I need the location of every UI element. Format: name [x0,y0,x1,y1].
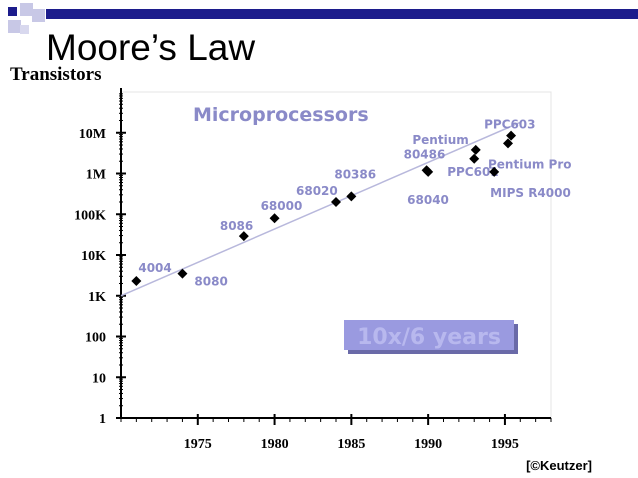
data-point [269,213,280,224]
header-square-light [8,20,21,33]
y-tick-label: 100K [74,208,106,223]
data-label: Pentium Pro [488,157,572,171]
y-axis-label: Transistors [10,64,102,85]
y-tick-label: 10K [81,249,106,264]
slide-title: Moore’s Law [46,27,256,68]
data-point [469,153,480,164]
annotation-box [344,320,514,350]
data-point [131,276,142,287]
x-tick-label: 1975 [184,437,212,452]
header-bar [46,9,638,19]
header-square-light [20,3,33,16]
data-point [238,231,249,242]
data-point [489,166,500,177]
data-point [177,268,188,279]
y-tick-label: 10 [92,371,106,386]
annotation-text: 10x/6 years [357,325,501,350]
x-tick-label: 1990 [414,437,442,452]
chart-title: Microprocessors [193,104,369,126]
data-label: 4004 [138,261,171,275]
header-square-dark [8,7,17,16]
y-tick-label: 100 [85,331,106,346]
y-tick-label: 1K [88,290,106,305]
data-label: 68040 [407,193,449,207]
header-square-light [32,9,45,22]
credit-label: [©Keutzer] [526,458,592,473]
data-label: 80486 [404,147,446,161]
x-tick-label: 1980 [261,437,289,452]
data-label: MIPS R4000 [490,186,571,200]
data-label: 8086 [220,219,253,233]
data-point [506,130,517,141]
y-tick-label: 1M [86,168,106,183]
data-label: 8080 [194,275,227,289]
data-label: Pentium [412,133,468,147]
data-label: PPC603 [484,118,535,132]
data-label: PPC601 [447,165,498,179]
y-tick-label: 10M [79,127,106,142]
plot-frame [120,91,552,419]
x-tick-label: 1985 [337,437,365,452]
data-label: 68000 [261,199,303,213]
data-label: 68020 [296,184,338,198]
data-point [470,144,481,155]
y-tick-label: 1 [99,412,106,427]
data-point [423,166,434,177]
data-point [331,196,341,207]
data-label: 80386 [334,167,376,181]
header-square-light [20,25,29,34]
data-point [503,138,513,149]
data-point [346,191,357,202]
x-tick-label: 1995 [491,437,519,452]
trend-line [120,121,521,297]
